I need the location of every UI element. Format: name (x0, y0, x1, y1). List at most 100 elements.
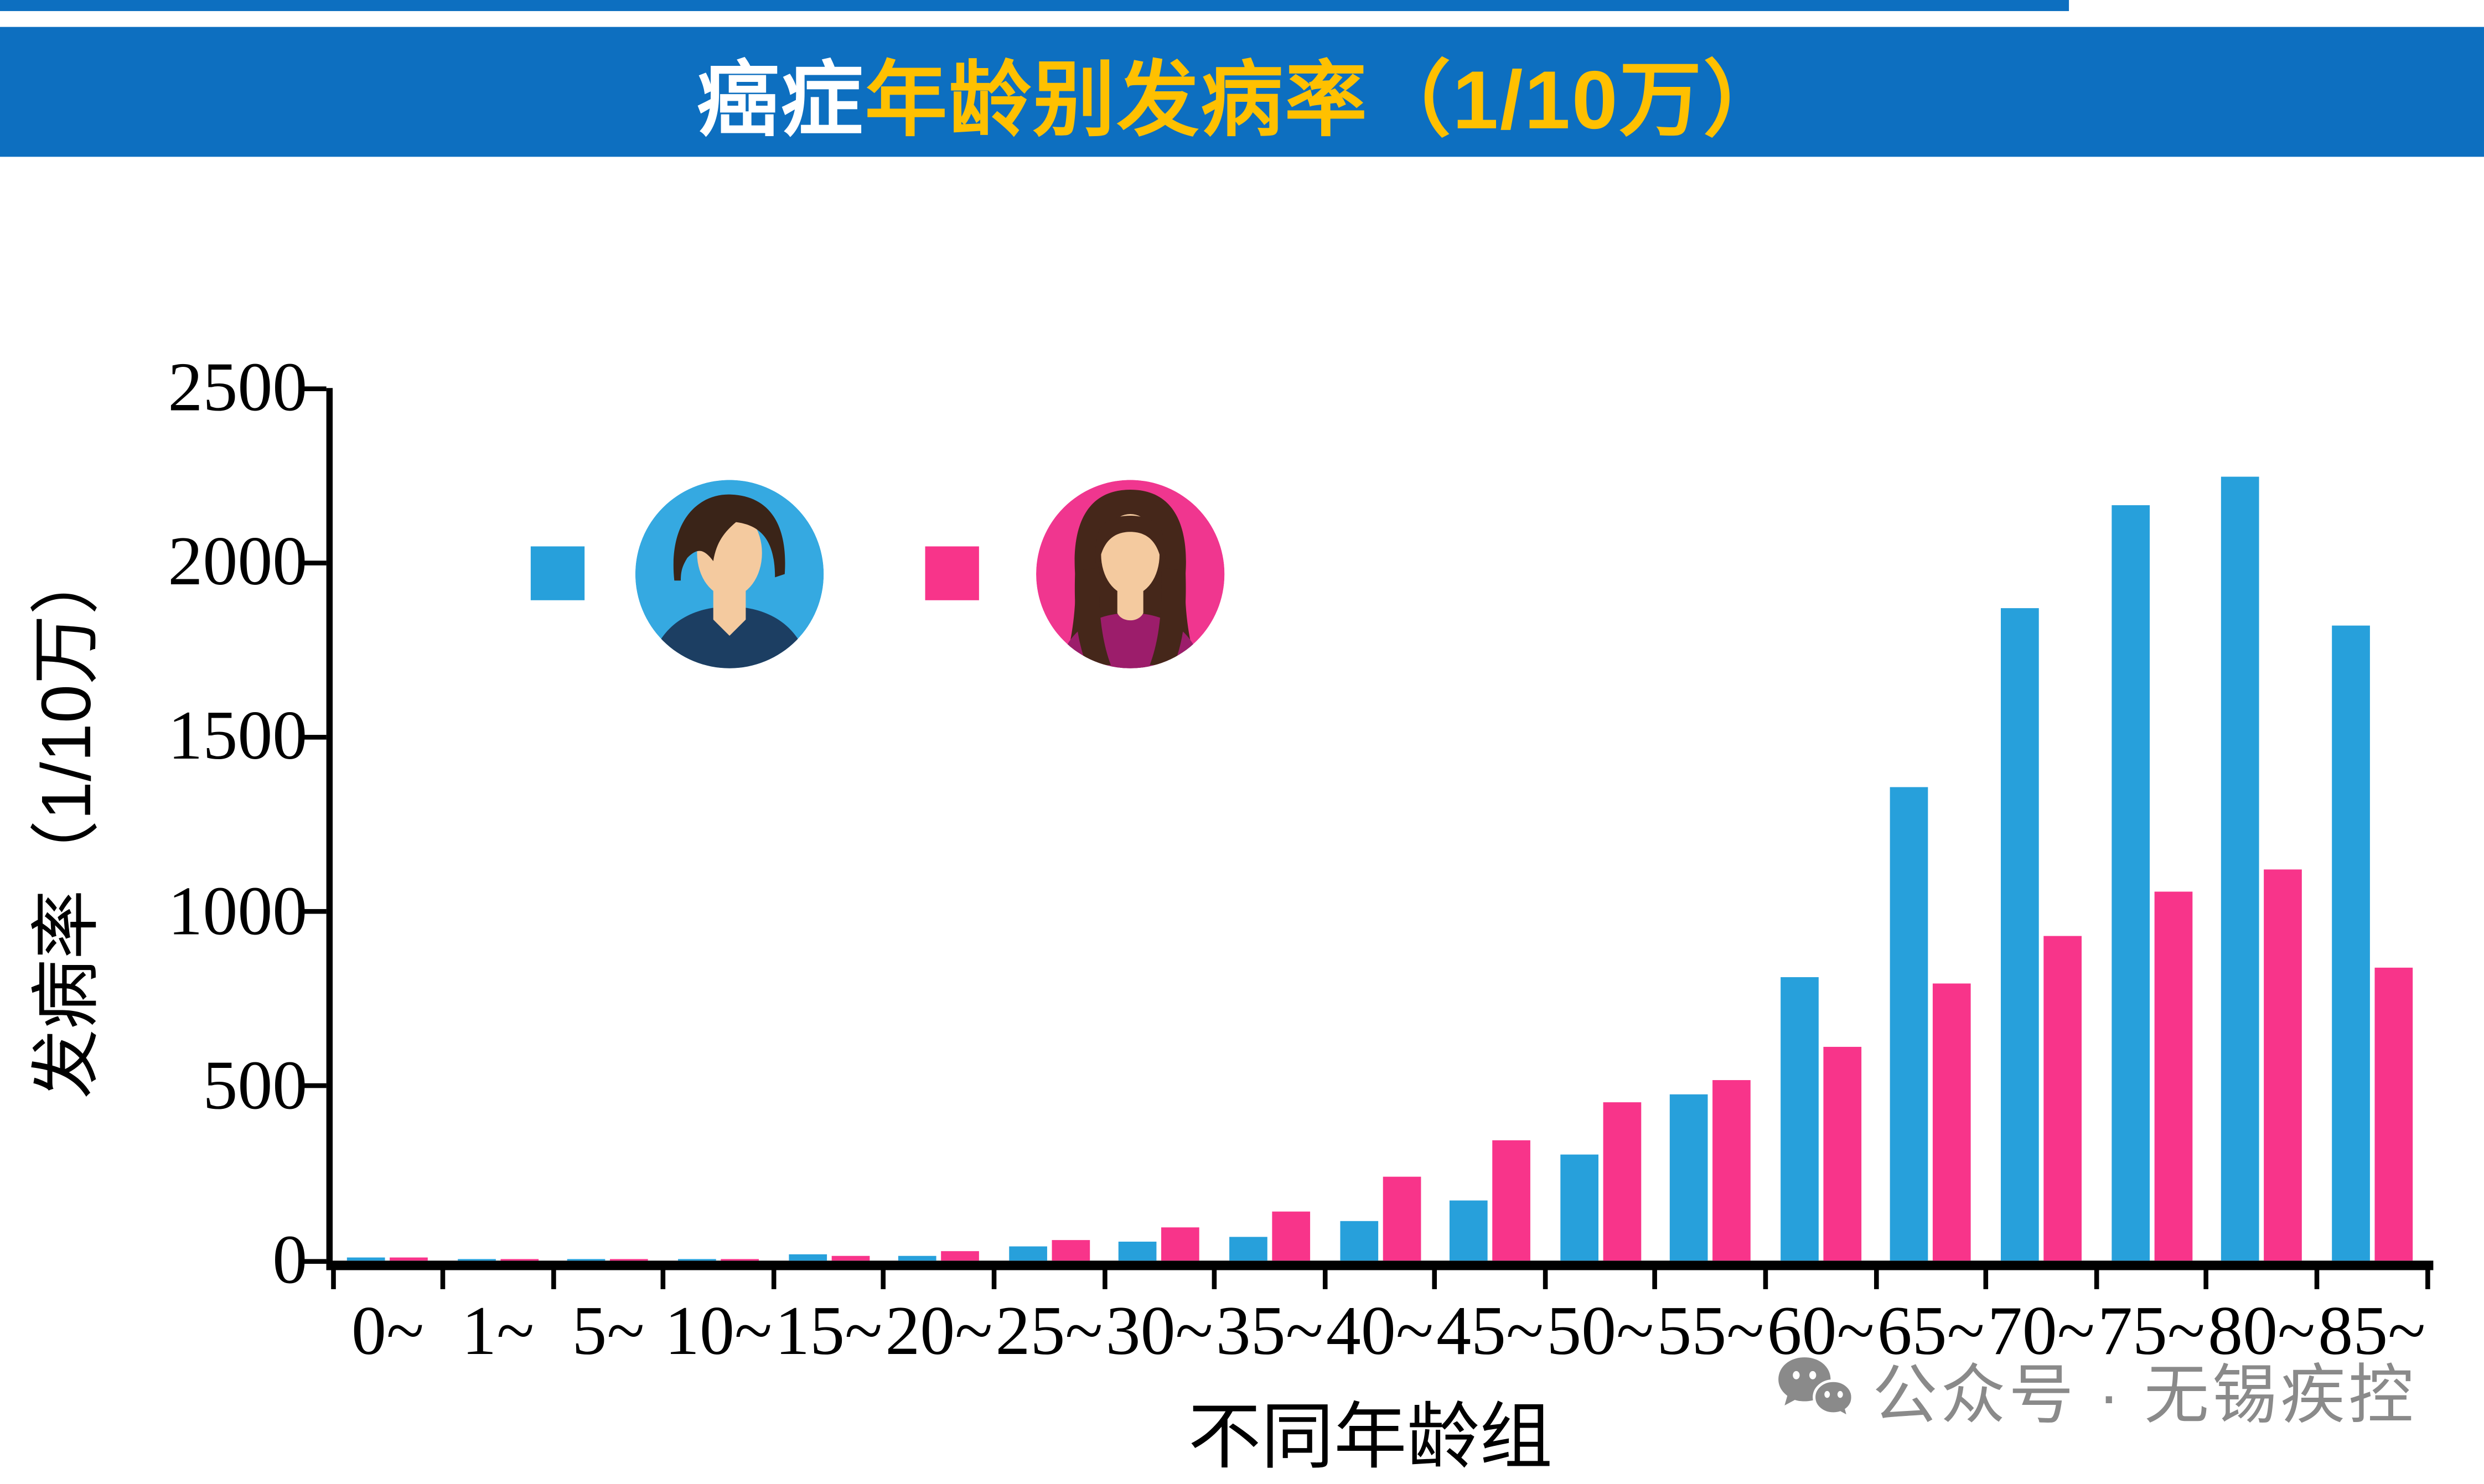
bar-male-75~ (2111, 505, 2149, 1261)
x-tick-mark (1432, 1267, 1437, 1289)
bar-female-10~ (721, 1259, 759, 1261)
x-axis-title: 不同年龄组 (1188, 1395, 1552, 1478)
bar-female-80~ (2264, 869, 2302, 1261)
y-tick-mark (304, 734, 327, 740)
page-title-part2: 年龄别发病率（1/10万） (865, 54, 1787, 147)
x-tick-label: 25~ (995, 1292, 1103, 1370)
bar-male-60~ (1780, 977, 1819, 1261)
plot-frame (326, 388, 2434, 1270)
x-tick-mark (1653, 1267, 1658, 1289)
y-tick-mark (304, 1258, 327, 1263)
page-title-part1: 癌症 (697, 54, 865, 147)
y-tick-label: 0 (272, 1221, 308, 1299)
chart-area: 发病率（1/10万） 不同年龄组 (0, 157, 2484, 1477)
bar-female-30~ (1161, 1227, 1200, 1261)
y-axis-title: 发病率（1/10万） (28, 545, 106, 1099)
x-tick-mark (2314, 1267, 2320, 1289)
x-tick-mark (2204, 1267, 2209, 1289)
x-tick-mark (440, 1267, 446, 1289)
bar-female-15~ (831, 1256, 870, 1261)
bar-female-35~ (1272, 1212, 1310, 1261)
bar-female-70~ (2043, 936, 2082, 1261)
female-avatar-icon (1033, 477, 1228, 672)
x-tick-mark (771, 1267, 776, 1289)
y-tick-mark (304, 1083, 327, 1089)
bar-male-25~ (1008, 1246, 1047, 1261)
bar-female-65~ (1933, 983, 1971, 1261)
x-tick-label: 55~ (1657, 1292, 1764, 1370)
x-tick-mark (1873, 1267, 1878, 1289)
bar-female-20~ (941, 1250, 980, 1261)
x-tick-mark (1322, 1267, 1327, 1289)
bar-male-0~ (347, 1257, 386, 1261)
x-tick-label: 40~ (1326, 1292, 1434, 1370)
bar-male-80~ (2221, 477, 2259, 1261)
page-title: 癌症年龄别发病率（1/10万） (697, 33, 1787, 152)
x-tick-label: 50~ (1546, 1292, 1654, 1370)
x-tick-mark (991, 1267, 997, 1289)
x-tick-label: 35~ (1215, 1292, 1323, 1370)
y-tick-mark (304, 909, 327, 914)
x-tick-mark (1212, 1267, 1217, 1289)
x-tick-mark (1543, 1267, 1548, 1289)
bar-female-75~ (2154, 891, 2192, 1261)
male-avatar-icon (632, 477, 827, 672)
x-tick-mark (1984, 1267, 1989, 1289)
bar-male-20~ (898, 1255, 937, 1261)
bar-male-40~ (1339, 1220, 1378, 1261)
bar-female-55~ (1712, 1080, 1751, 1261)
bar-female-25~ (1051, 1240, 1090, 1261)
bar-male-65~ (1890, 786, 1929, 1261)
x-tick-mark (661, 1267, 666, 1289)
x-tick-label: 0~ (351, 1292, 425, 1370)
x-tick-mark (2424, 1267, 2430, 1289)
x-tick-label: 20~ (885, 1292, 993, 1370)
bar-male-35~ (1229, 1237, 1267, 1261)
x-tick-mark (881, 1267, 887, 1289)
bar-female-5~ (610, 1259, 649, 1261)
x-tick-mark (2094, 1267, 2099, 1289)
bar-female-40~ (1382, 1176, 1420, 1261)
bar-male-55~ (1670, 1094, 1709, 1261)
y-tick-label: 1500 (168, 697, 308, 775)
y-tick-label: 500 (203, 1046, 308, 1124)
bar-male-5~ (567, 1259, 606, 1261)
x-tick-mark (1101, 1267, 1107, 1289)
x-tick-mark (1763, 1267, 1768, 1289)
bar-male-70~ (2000, 608, 2039, 1261)
x-tick-label: 10~ (665, 1292, 773, 1370)
bar-male-50~ (1560, 1154, 1598, 1261)
bar-male-10~ (678, 1259, 716, 1261)
bar-female-50~ (1602, 1103, 1641, 1261)
top-accent-strip (0, 0, 2069, 12)
x-tick-label: 5~ (572, 1292, 645, 1370)
bar-female-45~ (1492, 1140, 1531, 1261)
legend-female-swatch (925, 546, 979, 600)
wechat-icon (1774, 1352, 1857, 1425)
legend-male-swatch (530, 546, 585, 600)
x-tick-label: 30~ (1105, 1292, 1213, 1370)
y-tick-label: 1000 (168, 871, 308, 950)
y-tick-label: 2000 (168, 523, 308, 601)
bar-male-15~ (788, 1254, 826, 1261)
watermark: 公众号 · 无锡疾控 (1774, 1341, 2416, 1436)
bar-male-30~ (1119, 1241, 1157, 1261)
bar-male-1~ (457, 1258, 496, 1261)
watermark-text: 公众号 · 无锡疾控 (1872, 1358, 2417, 1432)
x-tick-mark (551, 1267, 556, 1289)
bar-female-85~ (2374, 967, 2413, 1261)
bar-female-1~ (500, 1259, 539, 1261)
y-tick-label: 2500 (168, 348, 308, 426)
x-tick-label: 45~ (1436, 1292, 1544, 1370)
y-tick-mark (304, 385, 327, 391)
title-banner: 癌症年龄别发病率（1/10万） (0, 27, 2484, 157)
x-tick-mark (330, 1267, 335, 1289)
bar-female-0~ (390, 1257, 428, 1261)
bar-male-45~ (1450, 1200, 1488, 1261)
x-tick-label: 15~ (775, 1292, 883, 1370)
y-tick-mark (304, 560, 327, 565)
x-tick-label: 1~ (462, 1292, 535, 1370)
bar-male-85~ (2331, 626, 2370, 1261)
bar-female-60~ (1823, 1047, 1861, 1261)
